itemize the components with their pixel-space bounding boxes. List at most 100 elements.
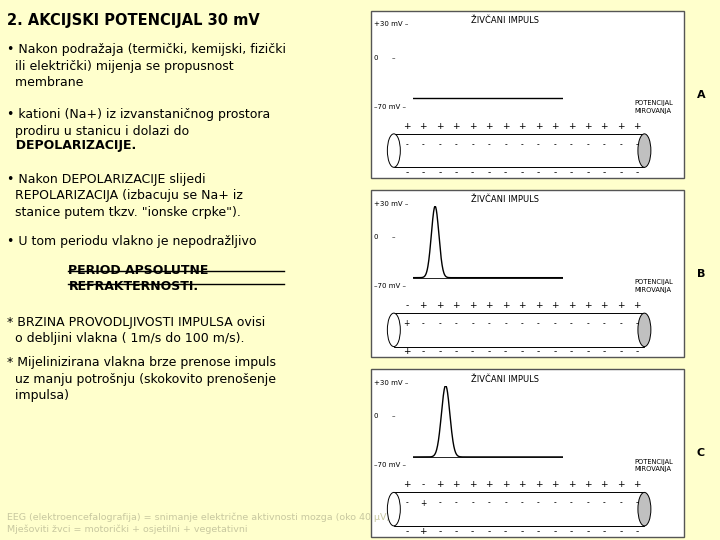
Bar	[394, 492, 644, 526]
Text: -: -	[521, 527, 523, 536]
Text: B: B	[697, 269, 706, 279]
Text: -: -	[521, 348, 523, 356]
Text: -: -	[636, 319, 639, 328]
Text: +: +	[502, 481, 509, 489]
Text: -: -	[405, 168, 408, 177]
Bar	[371, 190, 684, 357]
Bar	[371, 11, 684, 178]
Text: -: -	[504, 168, 507, 177]
Text: -: -	[587, 319, 589, 328]
Text: -: -	[636, 168, 639, 177]
Bar	[371, 369, 684, 537]
Text: +30 mV –: +30 mV –	[374, 21, 408, 28]
Text: +: +	[535, 301, 542, 310]
Text: -: -	[603, 527, 606, 536]
Text: -: -	[472, 319, 474, 328]
Text: +: +	[584, 301, 592, 310]
Text: -: -	[487, 140, 490, 149]
Text: -: -	[521, 319, 523, 328]
Text: -: -	[537, 140, 540, 149]
Text: -: -	[554, 140, 557, 149]
Text: -: -	[570, 140, 572, 149]
Text: * Mijelinizirana vlakna brze prenose impuls
  uz manju potrošnju (skokovito pren: * Mijelinizirana vlakna brze prenose imp…	[7, 356, 276, 402]
Text: +: +	[600, 481, 608, 489]
Text: -: -	[521, 140, 523, 149]
Text: 0      –: 0 –	[374, 55, 395, 60]
Text: +: +	[600, 301, 608, 310]
Text: -: -	[422, 168, 425, 177]
Text: +: +	[469, 122, 477, 131]
Text: -: -	[422, 348, 425, 356]
Text: -: -	[471, 168, 474, 177]
Text: -: -	[504, 348, 507, 356]
Text: -: -	[570, 527, 573, 536]
Text: -: -	[422, 481, 425, 489]
Text: POTENCIJAL
MIROVANJA: POTENCIJAL MIROVANJA	[634, 458, 672, 472]
Text: +: +	[552, 122, 559, 131]
Text: -: -	[487, 498, 490, 508]
Text: +: +	[452, 122, 460, 131]
Text: -: -	[472, 140, 474, 149]
Ellipse shape	[387, 134, 400, 167]
Text: +: +	[420, 498, 426, 508]
Text: ŽIVČANI IMPULS: ŽIVČANI IMPULS	[472, 375, 539, 384]
Text: -: -	[438, 168, 441, 177]
Text: • Nakon DEPOLARIZACIJE slijedi
  REPOLARIZACIJA (izbacuju se Na+ iz
  stanice pu: • Nakon DEPOLARIZACIJE slijedi REPOLARIZ…	[7, 173, 243, 219]
Ellipse shape	[387, 492, 400, 526]
Text: -: -	[636, 140, 639, 149]
Text: -: -	[537, 168, 540, 177]
Text: -: -	[553, 527, 557, 536]
Text: -: -	[570, 168, 573, 177]
Text: -: -	[504, 319, 507, 328]
Text: • U tom periodu vlakno je nepodražljivo: • U tom periodu vlakno je nepodražljivo	[7, 235, 257, 248]
Text: -: -	[619, 527, 622, 536]
Text: -: -	[619, 140, 622, 149]
Text: -: -	[487, 527, 491, 536]
Text: DEPOLARIZACIJE.: DEPOLARIZACIJE.	[7, 139, 137, 152]
Text: +: +	[518, 122, 526, 131]
Text: -: -	[455, 319, 457, 328]
Text: -: -	[619, 319, 622, 328]
Text: +: +	[436, 301, 444, 310]
Text: +: +	[567, 122, 575, 131]
Text: -: -	[636, 527, 639, 536]
Text: +: +	[552, 301, 559, 310]
Text: -: -	[487, 348, 491, 356]
Text: -: -	[438, 319, 441, 328]
Text: +: +	[403, 122, 410, 131]
Text: -: -	[454, 527, 458, 536]
Text: -: -	[454, 348, 458, 356]
Text: -: -	[586, 527, 590, 536]
Text: -: -	[603, 319, 606, 328]
Text: -: -	[438, 140, 441, 149]
Text: +: +	[552, 481, 559, 489]
Text: +: +	[600, 122, 608, 131]
Text: -: -	[537, 319, 540, 328]
Text: +: +	[617, 122, 624, 131]
Text: -: -	[554, 319, 557, 328]
Text: -: -	[586, 348, 590, 356]
Text: -: -	[455, 140, 457, 149]
Text: -: -	[570, 348, 573, 356]
Text: +: +	[567, 301, 575, 310]
Text: -: -	[455, 498, 457, 508]
Text: -: -	[454, 168, 458, 177]
Text: +: +	[518, 301, 526, 310]
Text: • Nakon podražaja (termički, kemijski, fizički
  ili električki) mijenja se prop: • Nakon podražaja (termički, kemijski, f…	[7, 43, 287, 89]
Text: -: -	[537, 498, 540, 508]
Text: POTENCIJAL
MIROVANJA: POTENCIJAL MIROVANJA	[634, 100, 672, 113]
Text: -: -	[521, 498, 523, 508]
Text: +: +	[469, 481, 477, 489]
Text: +: +	[420, 527, 427, 536]
Text: +: +	[634, 301, 641, 310]
Text: +: +	[535, 481, 542, 489]
Text: C: C	[697, 448, 705, 458]
Text: -: -	[504, 140, 507, 149]
Text: PERIOD APSOLUTNE
REFRAKTERNOSTI.: PERIOD APSOLUTNE REFRAKTERNOSTI.	[68, 264, 209, 293]
Text: Mješoviti žvci = motorički + osjetilni + vegetativni: Mješoviti žvci = motorički + osjetilni +…	[7, 525, 248, 535]
Ellipse shape	[387, 313, 400, 347]
Text: +: +	[452, 301, 460, 310]
Text: 2. AKCIJSKI POTENCIJAL 30 mV: 2. AKCIJSKI POTENCIJAL 30 mV	[7, 14, 260, 29]
Text: -: -	[586, 168, 590, 177]
Text: +: +	[634, 481, 641, 489]
